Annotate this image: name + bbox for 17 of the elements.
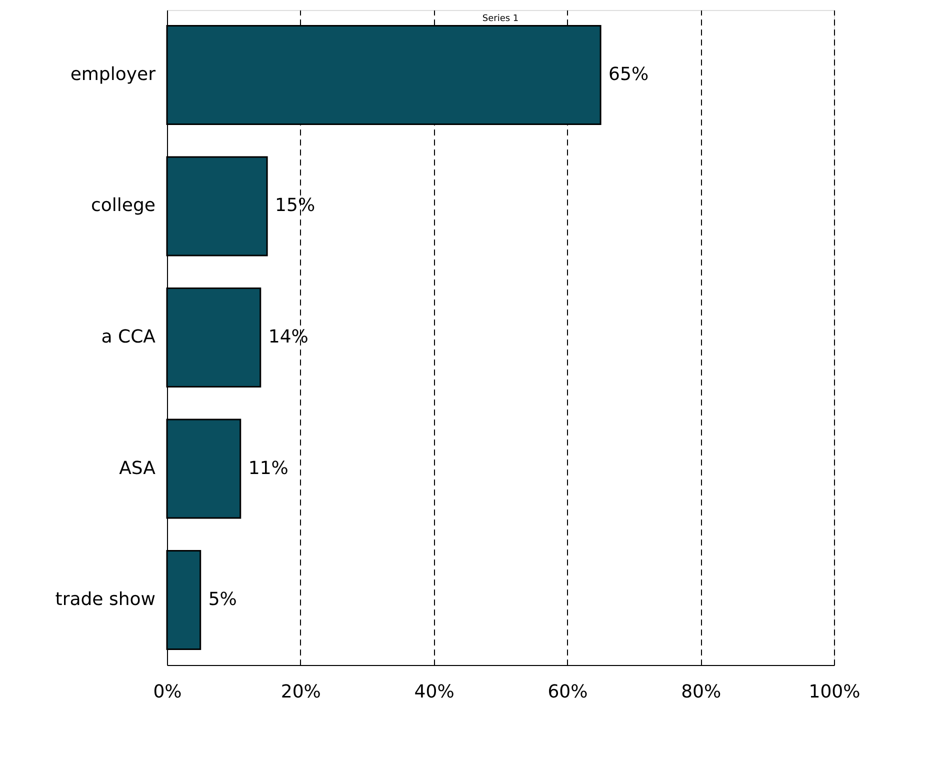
y-tick-label: employer (70, 64, 156, 85)
x-tick-label: 80% (681, 682, 722, 702)
x-tick-label: 40% (414, 682, 454, 702)
x-tick-label: 100% (808, 682, 860, 702)
y-tick-label: trade show (55, 589, 156, 610)
series-label: Series 1 (482, 14, 519, 24)
x-tick-label: 20% (280, 682, 321, 702)
y-tick-label: ASA (119, 458, 156, 479)
y-tick-label: a CCA (101, 326, 156, 348)
data-label: 14% (268, 326, 308, 348)
data-label: 5% (208, 589, 237, 610)
data-label: 65% (608, 64, 649, 85)
data-label: 15% (275, 195, 316, 216)
x-tick-label: 0% (153, 682, 182, 702)
data-label: 11% (248, 458, 288, 479)
x-tick-label: 60% (548, 682, 588, 702)
y-tick-label: college (91, 195, 156, 216)
